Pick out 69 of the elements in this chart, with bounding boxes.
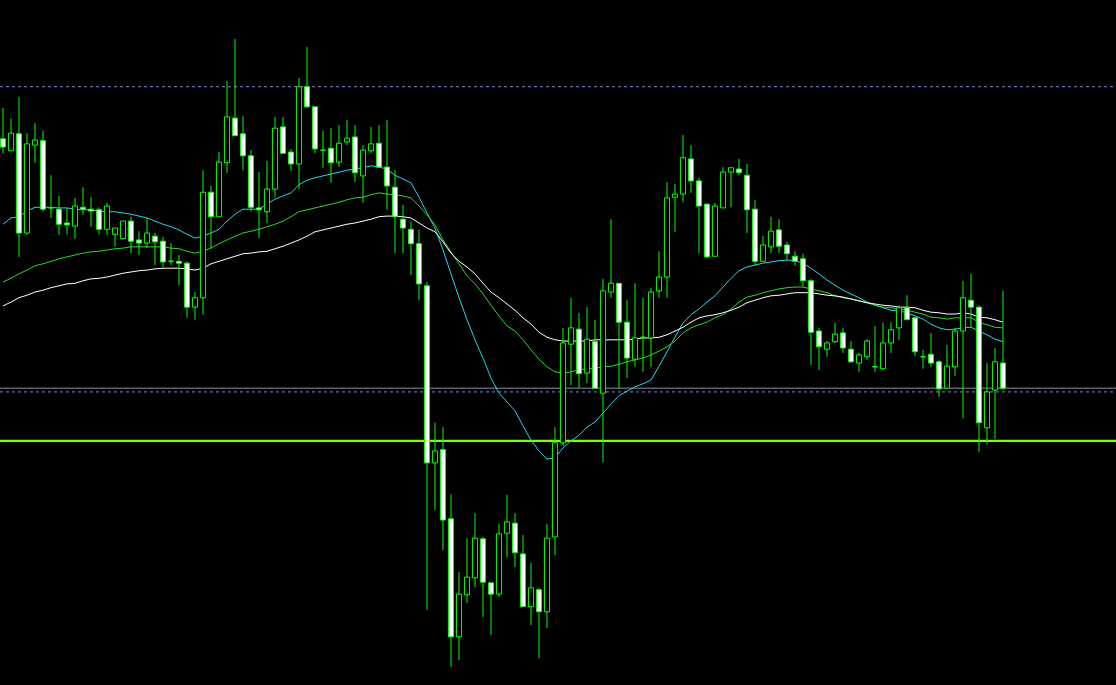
- candlestick: [71, 197, 79, 240]
- candlestick: [255, 171, 263, 239]
- candlestick: [143, 217, 151, 249]
- candlestick: [343, 119, 351, 146]
- candlestick: [735, 158, 743, 176]
- candlestick: [919, 349, 927, 370]
- candlestick: [63, 207, 71, 235]
- candlestick: [55, 195, 63, 236]
- candlestick: [839, 327, 847, 354]
- candlestick: [639, 297, 647, 373]
- candlestick: [775, 218, 783, 254]
- candlestick: [151, 232, 159, 266]
- candlestick: [567, 297, 575, 386]
- candlestick: [375, 124, 383, 169]
- candlestick: [903, 294, 911, 321]
- candlestick: [0, 107, 7, 154]
- candlestick: [463, 537, 471, 604]
- candlestick: [487, 582, 495, 636]
- candlestick: [607, 218, 615, 299]
- candlestick: [815, 327, 823, 371]
- candlestick: [7, 118, 15, 152]
- candlestick: [335, 124, 343, 168]
- candlestick: [535, 587, 543, 659]
- candlestick: [527, 562, 535, 626]
- candlestick: [895, 304, 903, 341]
- candlestick: [927, 332, 935, 368]
- candlestick: [671, 183, 679, 233]
- candlestick: [287, 148, 295, 172]
- candlestick: [31, 122, 39, 164]
- candlestick: [383, 119, 391, 211]
- candlestick: [79, 186, 87, 216]
- candlestick: [863, 338, 871, 361]
- candlestick: [367, 126, 375, 154]
- candlestick: [631, 282, 639, 368]
- candlestick: [231, 38, 239, 137]
- candlestick: [103, 202, 111, 236]
- candlestick: [191, 291, 199, 321]
- candlestick: [431, 422, 439, 511]
- candlestick: [687, 144, 695, 194]
- candlestick: [799, 253, 807, 288]
- candlestick: [503, 494, 511, 558]
- candlestick: [967, 273, 975, 328]
- candlestick: [159, 236, 167, 268]
- candlestick: [95, 206, 103, 235]
- candlestick: [847, 340, 855, 364]
- candlestick: [127, 216, 135, 254]
- candlestick: [263, 160, 271, 224]
- candlestick: [767, 216, 775, 254]
- candlestick: [327, 127, 335, 184]
- candlestick: [175, 254, 183, 286]
- candlestick: [855, 352, 863, 373]
- candlestick: [303, 46, 311, 109]
- candlestick: [887, 321, 895, 354]
- candlestick: [655, 250, 663, 299]
- candlestick: [87, 196, 95, 228]
- candlestick: [135, 230, 143, 256]
- candlestick: [407, 221, 415, 276]
- candlestick: [759, 235, 767, 263]
- candlestick: [871, 325, 879, 373]
- candlestick: [727, 167, 735, 208]
- candlestick: [783, 241, 791, 261]
- candlestick: [823, 340, 831, 358]
- candlestick: [831, 322, 839, 344]
- candlestick: [943, 344, 951, 389]
- candlestick: [791, 250, 799, 267]
- candlestick: [239, 115, 247, 171]
- candlestick: [319, 130, 327, 169]
- candlestick: [111, 227, 119, 248]
- candlestick: [47, 174, 55, 219]
